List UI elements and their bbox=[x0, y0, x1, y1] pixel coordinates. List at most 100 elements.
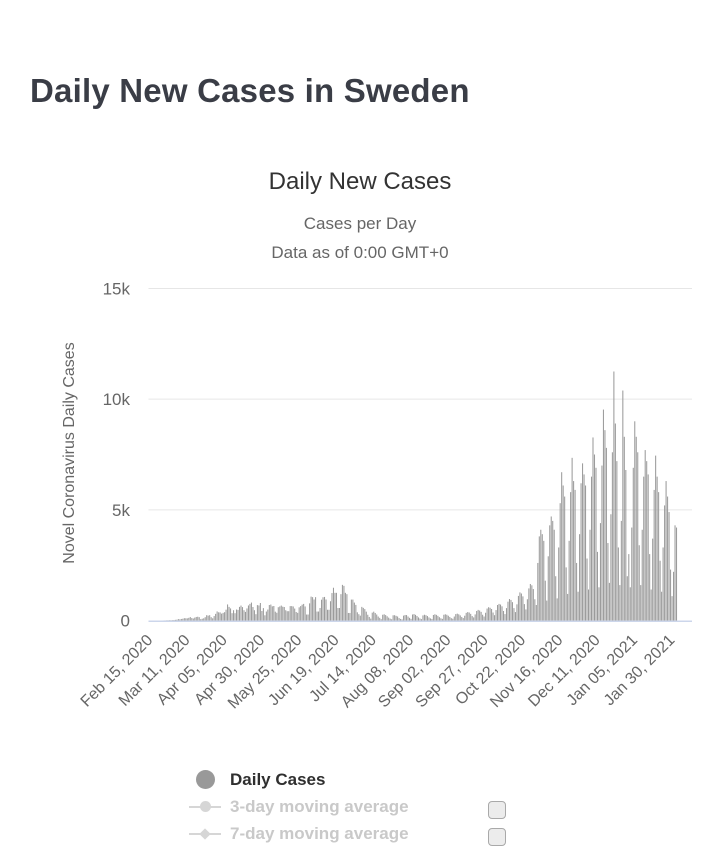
daily-cases-bar[interactable] bbox=[476, 610, 478, 621]
daily-cases-bar[interactable] bbox=[270, 604, 272, 621]
daily-cases-bar[interactable] bbox=[398, 618, 400, 621]
daily-cases-bar[interactable] bbox=[329, 601, 332, 621]
daily-cases-bar[interactable] bbox=[482, 614, 484, 621]
daily-cases-bar[interactable] bbox=[631, 527, 633, 621]
daily-cases-bar[interactable] bbox=[611, 452, 613, 621]
daily-cases-bar[interactable] bbox=[613, 371, 615, 621]
daily-cases-bar[interactable] bbox=[628, 554, 630, 621]
daily-cases-bar[interactable] bbox=[298, 607, 300, 621]
daily-cases-bar[interactable] bbox=[562, 485, 564, 621]
daily-cases-bar[interactable] bbox=[459, 615, 461, 621]
daily-cases-bar[interactable] bbox=[505, 608, 508, 621]
daily-cases-bar[interactable] bbox=[589, 529, 591, 621]
daily-cases-bar[interactable] bbox=[440, 618, 442, 621]
daily-cases-bar[interactable] bbox=[309, 603, 311, 621]
daily-cases-bar[interactable] bbox=[462, 618, 464, 621]
daily-cases-bar[interactable] bbox=[640, 585, 642, 621]
daily-cases-bar[interactable] bbox=[313, 599, 315, 621]
daily-cases-bar[interactable] bbox=[294, 608, 296, 621]
daily-cases-bar[interactable] bbox=[297, 612, 299, 621]
daily-cases-bar[interactable] bbox=[392, 615, 394, 621]
daily-cases-bar[interactable] bbox=[255, 614, 257, 621]
daily-cases-bar[interactable] bbox=[222, 612, 224, 621]
daily-cases-bar[interactable] bbox=[306, 614, 308, 621]
daily-cases-bar[interactable] bbox=[434, 614, 436, 621]
daily-cases-bar[interactable] bbox=[474, 614, 476, 621]
daily-cases-bar[interactable] bbox=[295, 611, 297, 621]
daily-cases-bar[interactable] bbox=[486, 608, 488, 621]
daily-cases-bar[interactable] bbox=[185, 618, 187, 621]
daily-cases-bar[interactable] bbox=[662, 547, 664, 621]
daily-cases-bar[interactable] bbox=[577, 591, 579, 621]
daily-cases-bar[interactable] bbox=[234, 613, 236, 621]
daily-cases-bar[interactable] bbox=[388, 617, 390, 621]
daily-cases-bar[interactable] bbox=[343, 585, 345, 621]
daily-cases-bar[interactable] bbox=[271, 606, 273, 621]
legend-item-3day-moving-average[interactable]: 3-day moving average bbox=[188, 793, 409, 820]
daily-cases-bar[interactable] bbox=[288, 611, 290, 621]
daily-cases-bar[interactable] bbox=[280, 605, 282, 621]
daily-cases-bar[interactable] bbox=[227, 604, 229, 621]
daily-cases-bar[interactable] bbox=[258, 605, 260, 621]
daily-cases-bar[interactable] bbox=[455, 614, 457, 621]
daily-cases-bar[interactable] bbox=[203, 618, 205, 621]
daily-cases-bar[interactable] bbox=[452, 618, 454, 621]
daily-cases-bar[interactable] bbox=[625, 469, 627, 621]
daily-cases-bar[interactable] bbox=[209, 615, 211, 621]
daily-cases-bar[interactable] bbox=[596, 551, 598, 621]
daily-cases-bar[interactable] bbox=[247, 605, 249, 621]
daily-cases-bar[interactable] bbox=[510, 599, 512, 621]
daily-cases-bar[interactable] bbox=[426, 616, 428, 621]
daily-cases-bar[interactable] bbox=[346, 594, 348, 621]
daily-cases-bar[interactable] bbox=[607, 543, 609, 621]
daily-cases-bar[interactable] bbox=[246, 608, 248, 621]
daily-cases-bar[interactable] bbox=[522, 596, 524, 621]
daily-cases-bar[interactable] bbox=[495, 610, 497, 621]
daily-cases-bar[interactable] bbox=[437, 615, 439, 621]
daily-cases-bar[interactable] bbox=[213, 616, 215, 621]
daily-cases-bar[interactable] bbox=[350, 599, 352, 621]
daily-cases-bar[interactable] bbox=[441, 618, 443, 621]
daily-cases-bar[interactable] bbox=[502, 610, 505, 621]
daily-cases-bar[interactable] bbox=[256, 605, 258, 621]
daily-cases-bar[interactable] bbox=[195, 616, 197, 621]
daily-cases-bar[interactable] bbox=[252, 607, 254, 621]
daily-cases-bar[interactable] bbox=[634, 421, 636, 621]
daily-cases-bar[interactable] bbox=[286, 611, 288, 621]
daily-cases-bar[interactable] bbox=[635, 436, 637, 621]
daily-cases-bar[interactable] bbox=[261, 610, 263, 621]
daily-cases-bar[interactable] bbox=[479, 610, 481, 621]
daily-cases-bar[interactable] bbox=[585, 485, 587, 621]
daily-cases-bar[interactable] bbox=[321, 599, 323, 621]
daily-cases-bar[interactable] bbox=[282, 606, 284, 621]
daily-cases-bar[interactable] bbox=[262, 608, 264, 621]
daily-cases-bar[interactable] bbox=[304, 606, 306, 621]
daily-cases-bar[interactable] bbox=[380, 619, 382, 621]
daily-cases-bar[interactable] bbox=[303, 603, 305, 621]
daily-cases-bar[interactable] bbox=[586, 558, 588, 621]
daily-cases-bar[interactable] bbox=[570, 492, 572, 621]
daily-cases-bar[interactable] bbox=[540, 529, 542, 621]
daily-cases-bar[interactable] bbox=[537, 562, 539, 621]
daily-cases-bar[interactable] bbox=[373, 611, 375, 621]
daily-cases-bar[interactable] bbox=[216, 611, 218, 621]
daily-cases-bar[interactable] bbox=[549, 525, 551, 621]
daily-cases-bar[interactable] bbox=[526, 599, 528, 621]
daily-cases-bar[interactable] bbox=[201, 618, 203, 621]
daily-cases-bar[interactable] bbox=[644, 450, 646, 621]
daily-cases-bar[interactable] bbox=[395, 615, 397, 621]
daily-cases-bar[interactable] bbox=[273, 606, 275, 621]
daily-cases-bar[interactable] bbox=[391, 619, 393, 621]
daily-cases-bars[interactable] bbox=[161, 371, 678, 621]
daily-cases-bar[interactable] bbox=[370, 618, 372, 621]
daily-cases-bar[interactable] bbox=[553, 529, 555, 621]
daily-cases-bar[interactable] bbox=[198, 617, 200, 621]
daily-cases-bar[interactable] bbox=[652, 538, 654, 621]
daily-cases-bar[interactable] bbox=[300, 606, 302, 621]
daily-cases-bar[interactable] bbox=[394, 615, 396, 621]
daily-cases-bar[interactable] bbox=[423, 614, 425, 621]
daily-cases-bar[interactable] bbox=[544, 580, 546, 621]
daily-cases-bar[interactable] bbox=[365, 611, 367, 621]
daily-cases-bar[interactable] bbox=[489, 607, 491, 621]
daily-cases-bar[interactable] bbox=[471, 616, 473, 621]
